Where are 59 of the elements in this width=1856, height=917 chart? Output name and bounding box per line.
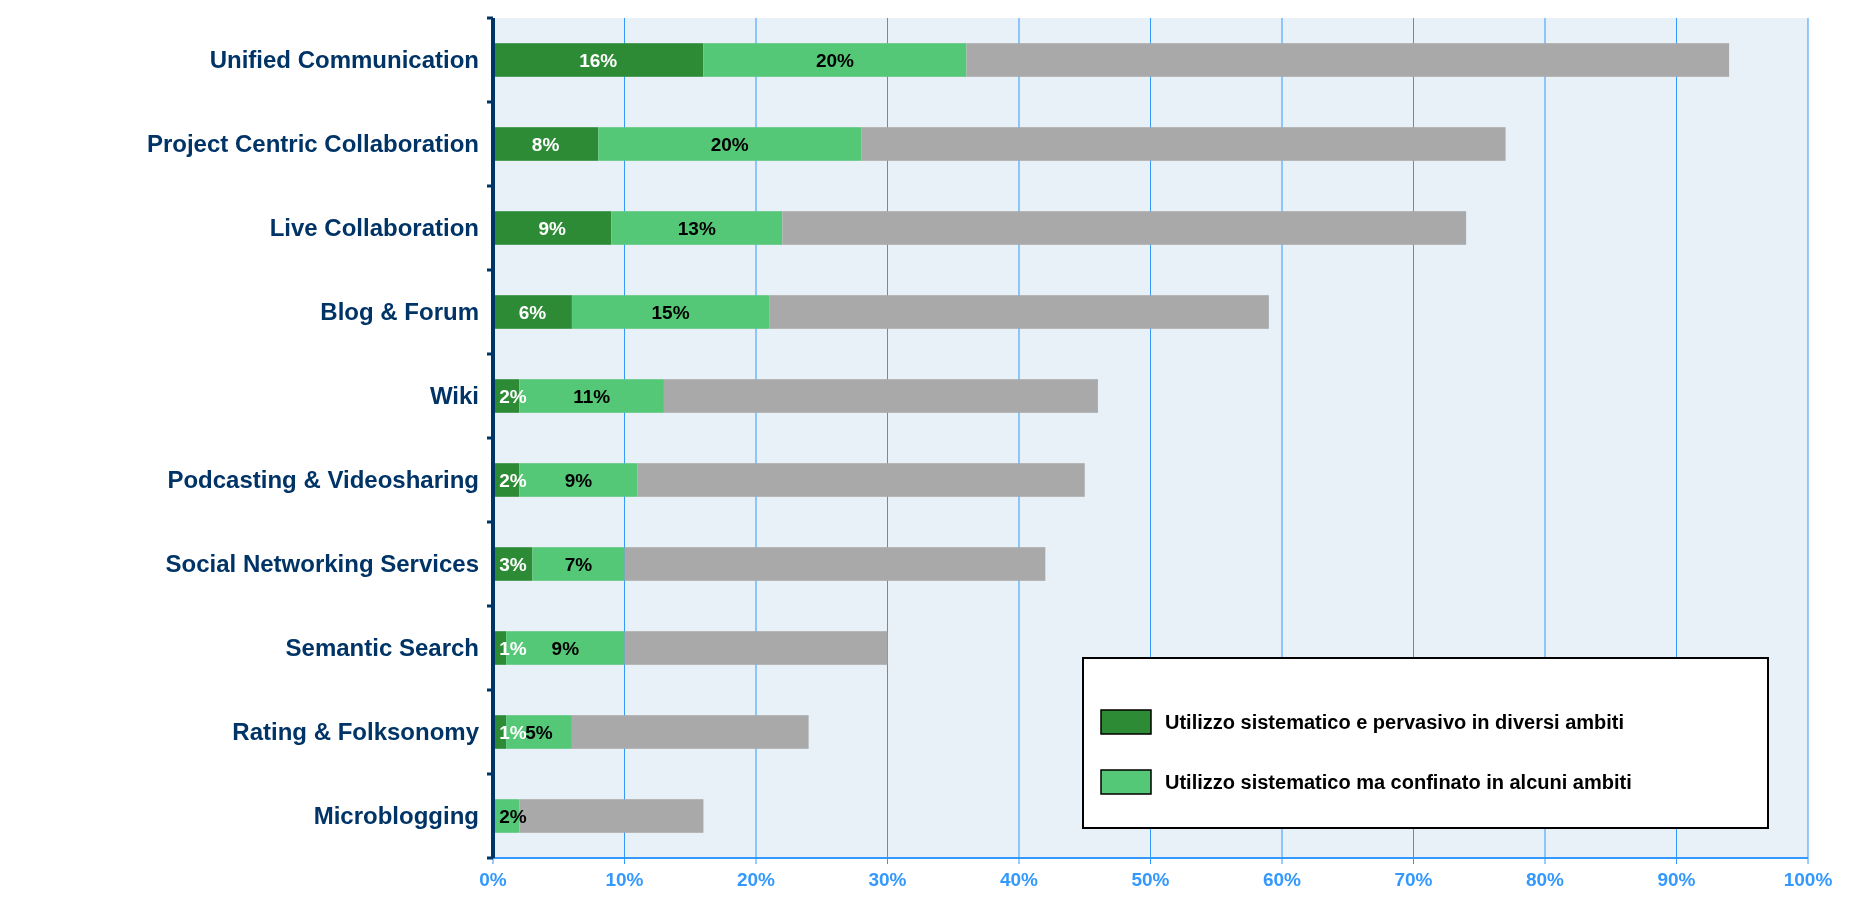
data-label: 2% [499, 805, 527, 827]
bar [663, 379, 1098, 413]
data-label: 9% [564, 469, 593, 491]
bar [571, 715, 809, 749]
x-tick-label: 10% [605, 869, 644, 890]
bar [624, 547, 1046, 581]
bar [493, 43, 704, 77]
x-tick-label: 60% [1262, 869, 1302, 890]
bar [769, 295, 1269, 329]
bar [703, 43, 967, 77]
x-tick-label: 50% [1131, 869, 1170, 890]
bar [782, 211, 1467, 245]
bar [861, 127, 1506, 161]
y-tick-label: Wiki [429, 382, 479, 410]
y-tick-label: Rating & Folksonomy [232, 718, 480, 746]
y-tick-label: Social Networking Services [165, 550, 479, 578]
y-tick-label: Semantic Search [285, 634, 479, 662]
y-tick-label: Blog & Forum [320, 298, 479, 326]
x-tick-label: 90% [1657, 869, 1696, 890]
legend-label: Utilizzo sistematico ma confinato in alcuni ambiti [1165, 771, 1632, 793]
x-tick-label: 80% [1525, 869, 1565, 890]
data-label: 9% [538, 217, 567, 239]
data-label: 20% [710, 133, 749, 155]
data-label: 13% [677, 217, 716, 239]
data-label: 8% [531, 133, 560, 155]
data-label: 1% [499, 637, 527, 659]
bar [598, 127, 862, 161]
bar [493, 127, 599, 161]
y-tick-label: Unified Communication [209, 46, 479, 74]
data-label: 15% [651, 301, 690, 323]
x-tick-label: 40% [999, 869, 1039, 890]
bar [611, 211, 783, 245]
bar [532, 547, 625, 581]
bar [637, 463, 1085, 497]
y-tick-label: Project Centric Collaboration [146, 130, 479, 158]
x-tick-label: 0% [479, 869, 507, 890]
data-label: 2% [499, 385, 527, 407]
y-tick-label: Microblogging [313, 802, 479, 830]
data-label: 9% [551, 637, 580, 659]
x-tick-label: 30% [868, 869, 907, 890]
data-label: 7% [564, 553, 593, 575]
bar [571, 295, 770, 329]
legend-label: Utilizzo sistematico e pervasivo in diversi ambiti [1165, 711, 1625, 733]
x-tick-label: 70% [1394, 869, 1433, 890]
data-label: 11% [573, 385, 611, 407]
data-label: 5% [525, 721, 553, 743]
bar [966, 43, 1730, 77]
bar [624, 631, 888, 665]
data-label: 1% [499, 721, 527, 743]
data-label: 2% [499, 469, 527, 491]
x-tick-label: 20% [736, 869, 776, 890]
y-tick-label: Live Collaboration [269, 214, 479, 242]
data-label: 6% [518, 301, 547, 323]
y-tick-label: Podcasting & Videosharing [167, 466, 479, 494]
x-tick-label: 100% [1783, 869, 1833, 890]
data-label: 3% [499, 553, 527, 575]
bar [493, 211, 612, 245]
data-label: 16% [579, 49, 618, 71]
data-label: 20% [815, 49, 855, 71]
